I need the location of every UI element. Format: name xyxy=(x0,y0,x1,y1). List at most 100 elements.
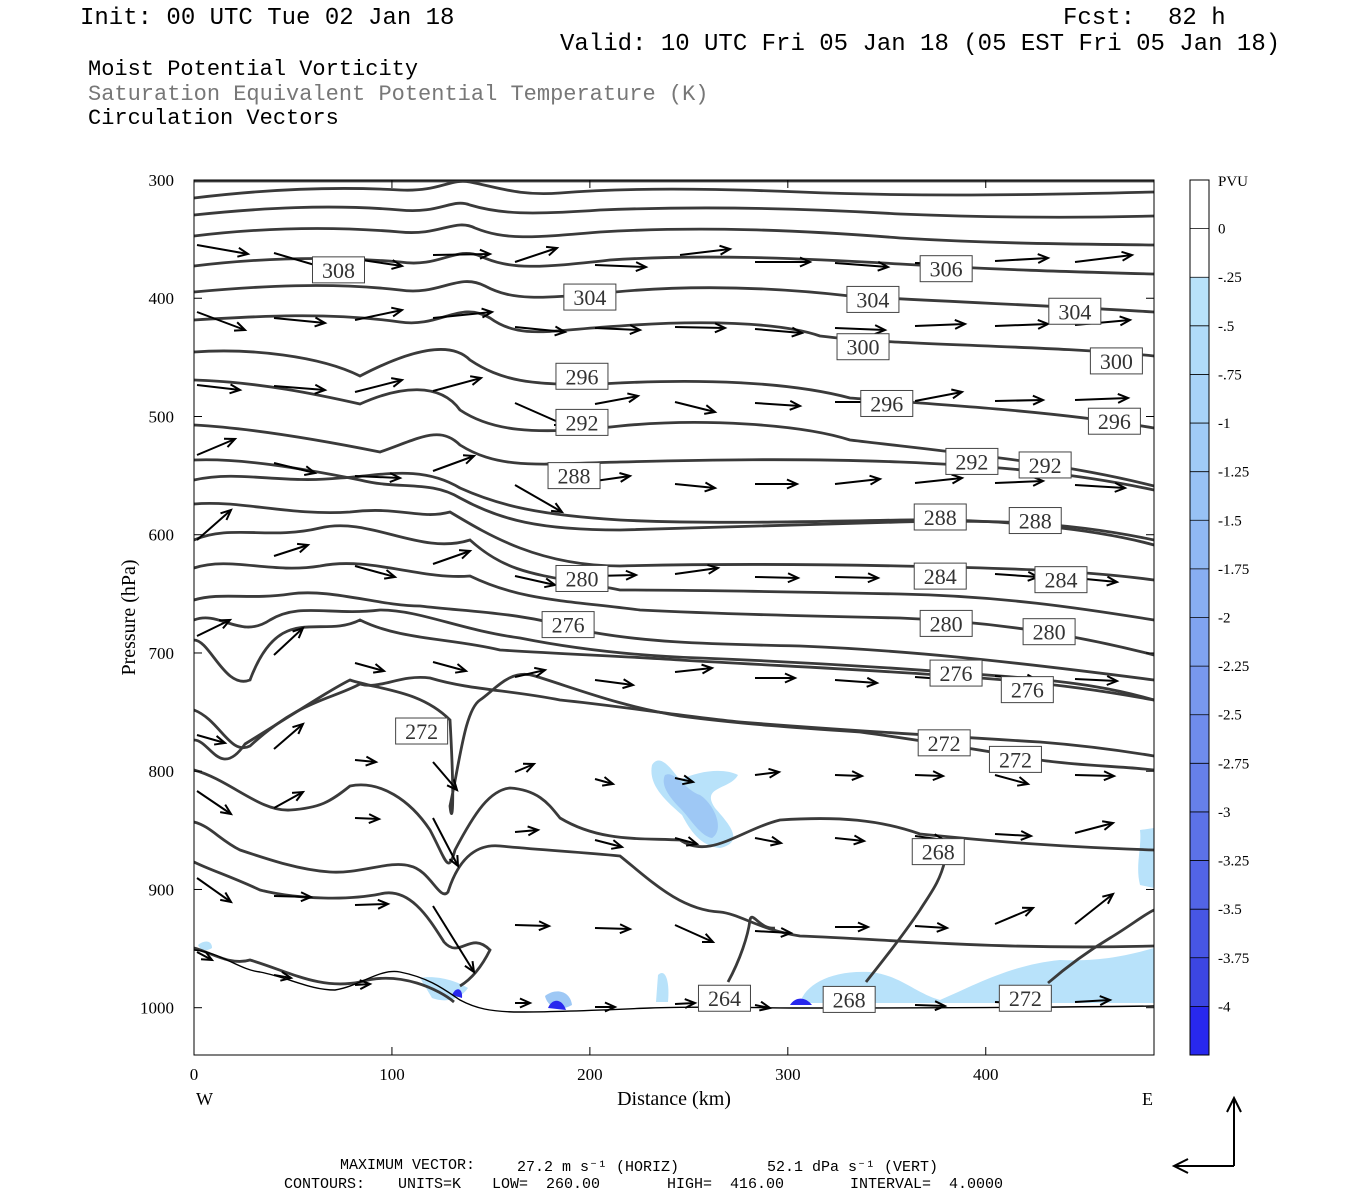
vector-shaft xyxy=(514,669,546,678)
vector-arrowhead xyxy=(462,454,477,465)
circulation-vector xyxy=(196,383,243,395)
vector-shaft xyxy=(994,323,1049,327)
circulation-vector xyxy=(273,316,328,328)
circulation-vector xyxy=(432,549,473,565)
max-vector-vert: 52.1 dPa s⁻¹ (VERT) xyxy=(767,1159,939,1176)
circulation-vector xyxy=(354,662,387,674)
contour-label: 280 xyxy=(555,564,609,592)
vector-shaft xyxy=(354,903,389,906)
contour-label-box xyxy=(836,333,890,361)
vector-arrowhead xyxy=(292,626,305,639)
vector-arrowhead xyxy=(787,572,801,584)
contour-label: 304 xyxy=(563,283,617,311)
circulation-vector xyxy=(754,1000,773,1012)
contour-label-box xyxy=(988,745,1042,773)
circulation-vector xyxy=(514,825,541,837)
circulation-vector xyxy=(1074,820,1116,834)
contour-label: 288 xyxy=(1008,507,1062,535)
vector-arrowhead xyxy=(707,563,721,575)
vector-arrowhead xyxy=(770,835,784,847)
circulation-vector xyxy=(674,663,715,675)
vector-arrowhead xyxy=(527,825,541,837)
circulation-vector xyxy=(354,813,382,824)
vector-shaft xyxy=(994,480,1044,484)
vector-shaft xyxy=(994,907,1034,925)
vector-arrowhead xyxy=(627,392,641,404)
contour-label: 292 xyxy=(1018,451,1072,479)
vector-arrowhead xyxy=(522,762,537,773)
vector-arrowhead xyxy=(544,577,558,589)
contour-label: 280 xyxy=(919,609,973,637)
circulation-vector xyxy=(273,626,305,656)
vector-shaft xyxy=(594,395,639,405)
contour-label-box xyxy=(1087,407,1141,435)
colorbar-swatch xyxy=(1190,811,1209,862)
vector-arrowhead xyxy=(554,325,568,337)
circulation-vector xyxy=(354,306,405,321)
vector-arrowhead xyxy=(296,542,311,554)
vector-arrowhead xyxy=(1037,253,1051,264)
colorbar-tick-label: -2.75 xyxy=(1218,756,1249,772)
contour-label: 284 xyxy=(913,562,967,590)
contour-label-text: 304 xyxy=(573,285,606,310)
contour-label-text: 272 xyxy=(928,731,961,756)
circulation-vector xyxy=(674,774,696,786)
circulation-vector xyxy=(754,927,794,938)
circulation-vector xyxy=(1074,995,1113,1006)
vector-arrowhead xyxy=(866,676,880,688)
contour-label: 300 xyxy=(1089,347,1143,375)
circulation-vector xyxy=(515,997,533,1009)
circulation-vector xyxy=(432,248,493,260)
isentrope-contour xyxy=(193,423,1155,492)
contour-label-box xyxy=(555,362,609,390)
contour-label: 280 xyxy=(1022,618,1076,646)
vector-shaft xyxy=(594,264,647,268)
circulation-vector xyxy=(196,734,228,746)
contour-label-text: 306 xyxy=(930,257,963,282)
isentrope-contour xyxy=(864,859,947,983)
vector-shaft xyxy=(196,509,232,541)
contour-label-text: 292 xyxy=(565,410,598,435)
circulation-vector xyxy=(354,898,391,910)
contour-label: 272 xyxy=(917,729,971,757)
contour-label-text: 296 xyxy=(565,364,598,389)
circulation-vector xyxy=(595,1001,618,1013)
vector-arrowhead xyxy=(233,321,248,332)
circulation-vector xyxy=(835,921,871,933)
contour-label-text: 272 xyxy=(1009,986,1042,1011)
contour-label-text: 292 xyxy=(1029,453,1062,478)
forecast-hour: 82 h xyxy=(1168,5,1226,32)
contour-label-text: 268 xyxy=(833,987,866,1012)
circulation-vector xyxy=(196,877,234,904)
x-tick-label: 100 xyxy=(379,1065,405,1084)
x-tick-label: 200 xyxy=(577,1065,603,1084)
contour-label-box xyxy=(1048,297,1102,325)
vector-arrowhead xyxy=(534,666,548,678)
vector-arrowhead xyxy=(877,260,891,272)
vector-shaft xyxy=(432,661,467,672)
contour-label: 272 xyxy=(998,984,1052,1012)
contour-label-text: 304 xyxy=(856,287,889,312)
circulation-vector xyxy=(514,245,560,263)
vector-arrowhead xyxy=(469,375,484,386)
colorbar-tick-label: -2.5 xyxy=(1218,708,1242,724)
isentrope-contour xyxy=(193,201,1155,219)
field-title-mpv: Moist Potential Vorticity xyxy=(88,57,419,82)
y-tick-label: 500 xyxy=(149,407,175,426)
contour-label-text: 264 xyxy=(708,986,741,1011)
circulation-vector xyxy=(594,839,625,850)
vector-shaft xyxy=(594,475,631,482)
contour-label: 264 xyxy=(697,984,751,1012)
x-axis-title: Distance (km) xyxy=(617,1088,731,1110)
vector-arrowhead xyxy=(314,316,328,328)
colorbar-swatch xyxy=(1190,763,1209,813)
isentrope-contour xyxy=(193,471,1155,547)
west-label: W xyxy=(196,1089,213,1109)
vector-arrowhead xyxy=(951,388,965,400)
vector-arrowhead xyxy=(701,663,715,675)
vector-arrowhead xyxy=(292,722,305,735)
vector-shaft xyxy=(1074,254,1133,263)
colorbar-swatch xyxy=(1190,471,1209,521)
x-tick-label: 300 xyxy=(775,1065,801,1084)
